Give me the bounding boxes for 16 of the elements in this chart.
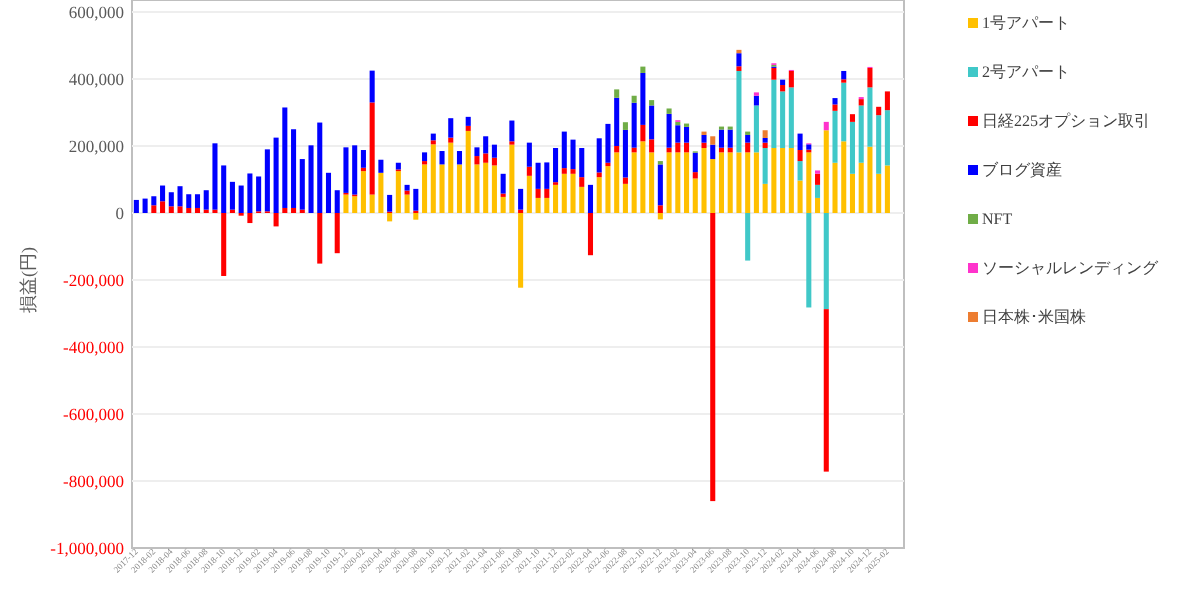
y-tick-label: -600,000 xyxy=(63,404,124,424)
legend-label: 2号アパート xyxy=(982,63,1070,81)
legend-label: ソーシャルレンディング xyxy=(982,259,1160,277)
y-tick-label: 0 xyxy=(115,203,124,223)
legend-label: NFT xyxy=(982,210,1013,228)
legend-label: 日経225オプション取引 xyxy=(982,112,1150,130)
y-tick-label: 600,000 xyxy=(68,2,124,22)
y-tick-label: -400,000 xyxy=(63,337,124,357)
y-tick-label: -800,000 xyxy=(63,471,124,491)
y-tick-label: -200,000 xyxy=(63,270,124,290)
y-axis-title: 損益(円) xyxy=(18,247,38,313)
y-tick-label: 400,000 xyxy=(68,69,124,89)
legend-label: 日本株･米国株 xyxy=(982,308,1086,326)
y-tick-label: 200,000 xyxy=(68,136,124,156)
legend-label: 1号アパート xyxy=(982,14,1070,32)
legend-label: ブログ資産 xyxy=(982,161,1062,179)
